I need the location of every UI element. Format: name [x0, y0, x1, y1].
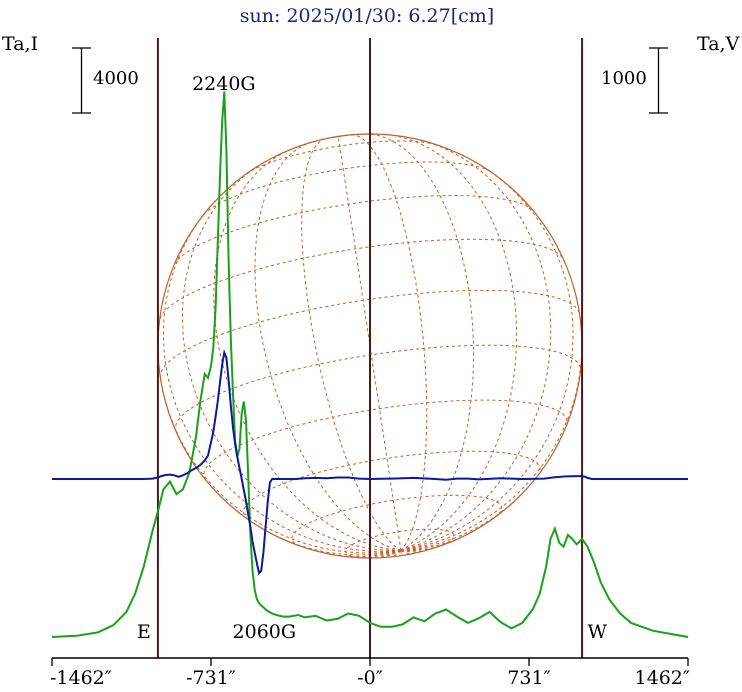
latitude-line: [203, 399, 568, 480]
annotation-2060g: 2060G: [233, 621, 297, 643]
longitude-line: [400, 140, 552, 552]
x-tick-label: -0″: [357, 667, 383, 689]
x-tick-label: -731″: [186, 667, 236, 689]
chart-title: sun: 2025/01/30: 6.27[cm]: [240, 5, 494, 27]
longitude-line: [400, 545, 440, 552]
right-axis-label: Ta,V: [697, 33, 740, 55]
longitude-line: [337, 136, 402, 551]
longitude-line: [400, 492, 523, 552]
longitude-line: [400, 550, 413, 555]
latitude-line: [159, 238, 564, 320]
longitude-line: [400, 165, 574, 552]
longitude-line: [384, 134, 518, 552]
latitude-line: [291, 494, 503, 547]
x-tick-label: 731″: [507, 667, 550, 689]
longitude-line: [181, 165, 401, 552]
x-tick-label: -1462″: [50, 667, 112, 689]
longitude-line: [162, 206, 401, 552]
latitude-line: [175, 344, 582, 432]
longitude-line: [159, 377, 401, 554]
latitude-line: [308, 133, 369, 144]
annotation-e: E: [137, 621, 151, 643]
longitude-line: [301, 138, 402, 552]
longitude-line: [352, 134, 428, 551]
stokes-v-curve: [52, 349, 688, 576]
longitude-line: [267, 531, 401, 556]
longitude-line: [365, 133, 474, 552]
latitude-line: [203, 161, 491, 215]
annotation-2240g: 2240G: [192, 73, 256, 95]
right-scale-value: 1000: [601, 68, 647, 89]
annotations: 2240G 2060G E W: [137, 73, 608, 643]
left-scale-bar: 4000: [72, 47, 139, 114]
longitude-line: [400, 314, 583, 552]
left-axis-label: Ta,I: [2, 33, 38, 55]
longitude-line: [254, 141, 402, 552]
longitude-line: [325, 550, 402, 558]
longitude-line: [400, 550, 403, 556]
longitude-line: [379, 550, 402, 559]
left-scale-value: 4000: [93, 68, 139, 89]
x-tick-label: 1462″: [635, 667, 690, 689]
longitude-line: [400, 530, 474, 552]
latitude-line: [243, 450, 541, 520]
longitude-line: [213, 147, 401, 552]
latitude-line: [345, 528, 455, 559]
limb-lines: [156, 38, 584, 658]
x-axis-ticks: -1462″ -731″ -0″ 731″ 1462″: [50, 658, 690, 689]
stokes-i-curve: [51, 91, 689, 638]
longitude-line: [390, 550, 402, 558]
annotation-w: W: [588, 621, 608, 643]
longitude-line: [400, 550, 424, 553]
right-scale-bar: 1000: [601, 47, 668, 114]
solar-disk-grid: [157, 133, 583, 559]
